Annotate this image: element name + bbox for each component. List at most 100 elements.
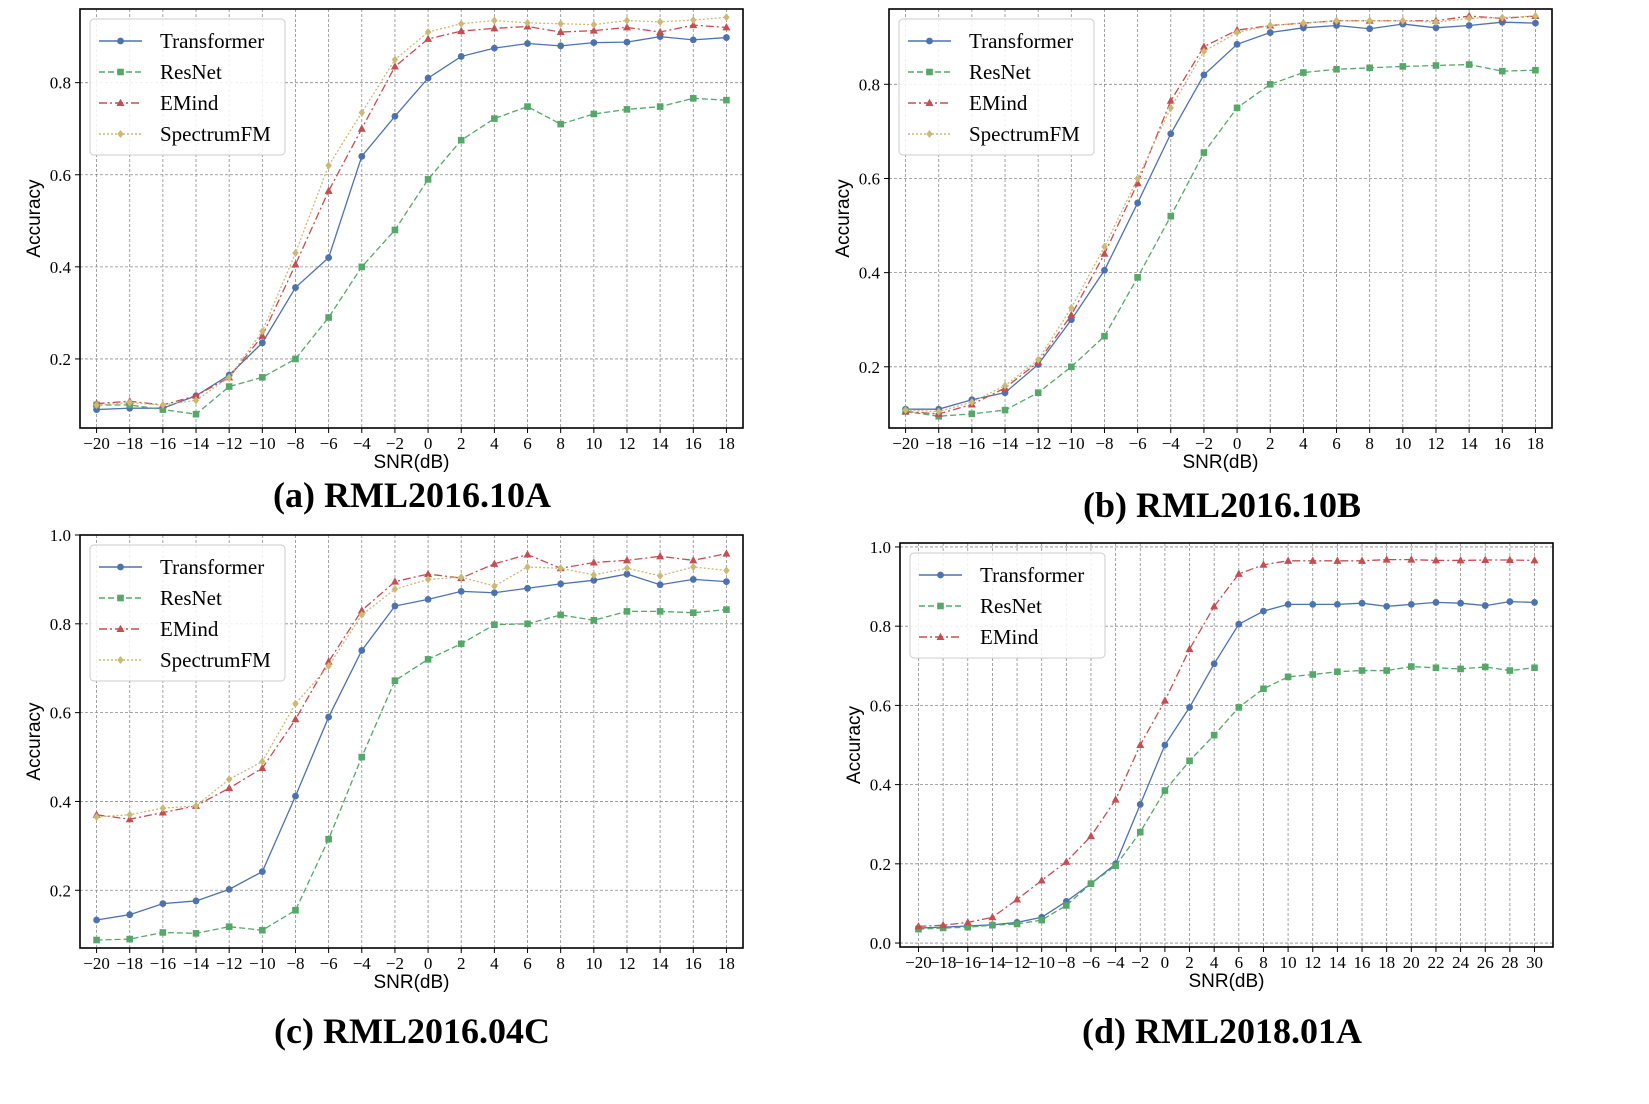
data-point — [723, 566, 730, 575]
x-tick-label: −18 — [925, 434, 952, 453]
data-point — [325, 161, 332, 170]
legend-marker-spectrumfm — [117, 130, 124, 138]
data-point — [1358, 667, 1366, 674]
data-point — [1506, 598, 1514, 606]
chart-b-x-axis-label: SNR(dB) — [1182, 452, 1258, 473]
data-point — [589, 26, 598, 34]
data-point — [1481, 663, 1489, 671]
data-point — [259, 327, 266, 336]
x-tick-label: 8 — [1365, 434, 1374, 453]
data-point — [1067, 310, 1076, 319]
data-point — [722, 23, 731, 31]
data-point — [1112, 862, 1119, 870]
data-point — [1161, 787, 1169, 794]
chart-a-x-axis-label: SNR(dB) — [373, 452, 449, 473]
x-tick-label: 10 — [585, 954, 602, 973]
chart-c-series-transformer — [93, 570, 730, 924]
chart-b-caption: (b) RML2016.10B — [1083, 485, 1361, 525]
x-tick-label: 6 — [523, 954, 532, 973]
x-tick-label: 30 — [1526, 953, 1543, 972]
chart-c-x-axis-label: SNR(dB) — [373, 972, 449, 993]
data-point — [391, 585, 399, 594]
chart-a-svg: −20 −18 −16 −14 −12 −10 −8 −6 −4 −2 0 2 4 6 8 10 12 14 16 1… — [24, 8, 744, 473]
data-point — [1136, 740, 1145, 748]
chart-d-x-ticks: −20−18−16−14−12−10 −8 −6 −4 −2 0 2 4 6 8 10 12 14 16 1… — [905, 947, 1543, 972]
data-point — [1234, 569, 1243, 577]
data-point — [939, 920, 948, 929]
legend-label-resnet: ResNet — [160, 60, 222, 84]
x-tick-label: −4 — [1107, 953, 1126, 972]
data-point — [723, 606, 730, 613]
data-point — [1505, 555, 1514, 564]
x-tick-label: −18 — [116, 434, 143, 453]
data-point — [1407, 600, 1415, 608]
data-point — [1432, 24, 1440, 32]
data-point — [1308, 556, 1317, 564]
x-tick-label: 2 — [457, 434, 466, 453]
chart-a-y-ticks: 0.2 0.4 0.6 0.8 — [50, 74, 80, 369]
series-line-resnet — [905, 63, 1536, 417]
data-point — [192, 930, 200, 937]
data-point — [192, 897, 200, 905]
legend-box — [89, 544, 286, 682]
data-point — [1383, 602, 1391, 610]
data-point — [1199, 42, 1208, 50]
chart-c-caption: (c) RML2016.04C — [274, 1011, 550, 1051]
x-tick-label: −2 — [386, 434, 404, 453]
data-point — [1185, 644, 1194, 653]
chart-d-y-ticks: 0.0 0.2 0.4 0.6 0.8 1.0 — [870, 538, 900, 953]
x-tick-label: −10 — [249, 434, 276, 453]
data-point — [391, 112, 399, 120]
data-point — [1100, 249, 1109, 257]
data-point — [1481, 555, 1490, 564]
data-point — [424, 656, 432, 663]
data-point — [93, 916, 100, 924]
data-point — [1309, 671, 1317, 678]
data-point — [225, 783, 234, 792]
data-point — [1210, 660, 1218, 668]
data-point — [1432, 18, 1440, 27]
series-line-resnet — [96, 97, 727, 415]
data-point — [1333, 16, 1340, 25]
data-point — [292, 284, 299, 291]
data-point — [1383, 667, 1390, 674]
data-point — [1432, 599, 1440, 606]
data-point — [390, 577, 399, 585]
series-line-transformer — [918, 600, 1535, 929]
data-point — [126, 935, 134, 943]
data-point — [292, 249, 299, 258]
data-point — [1358, 556, 1367, 564]
data-point — [1166, 96, 1175, 104]
data-point — [258, 763, 267, 772]
data-point — [1506, 667, 1514, 674]
data-point — [1134, 174, 1141, 183]
x-tick-label: −16 — [150, 434, 177, 453]
series-line-transformer — [96, 573, 727, 921]
data-point — [1136, 828, 1144, 836]
y-tick-label: 0.2 — [50, 881, 71, 900]
data-point — [1267, 21, 1274, 30]
data-point — [457, 53, 465, 60]
data-point — [1186, 703, 1193, 711]
data-point — [1167, 130, 1175, 138]
data-point — [1037, 876, 1046, 884]
data-point — [963, 918, 972, 926]
legend-label-spectrumfm: SpectrumFM — [160, 648, 271, 672]
data-point — [723, 13, 730, 22]
data-point — [557, 611, 564, 619]
y-tick-label: 0.6 — [50, 166, 71, 185]
data-point — [1358, 599, 1366, 607]
x-tick-label: 28 — [1501, 953, 1518, 972]
data-point — [1034, 389, 1042, 396]
chart-b-y-ticks: 0.2 0.4 0.6 0.8 — [859, 75, 889, 377]
data-point — [1161, 741, 1169, 749]
data-point — [1284, 673, 1292, 681]
data-point — [557, 580, 565, 588]
legend-label-resnet: ResNet — [980, 594, 1042, 618]
data-point — [1382, 555, 1391, 563]
x-tick-label: 18 — [718, 434, 735, 453]
data-point — [623, 106, 631, 113]
data-point — [1465, 22, 1473, 29]
chart-c-frame — [79, 534, 744, 949]
data-point — [457, 587, 465, 595]
